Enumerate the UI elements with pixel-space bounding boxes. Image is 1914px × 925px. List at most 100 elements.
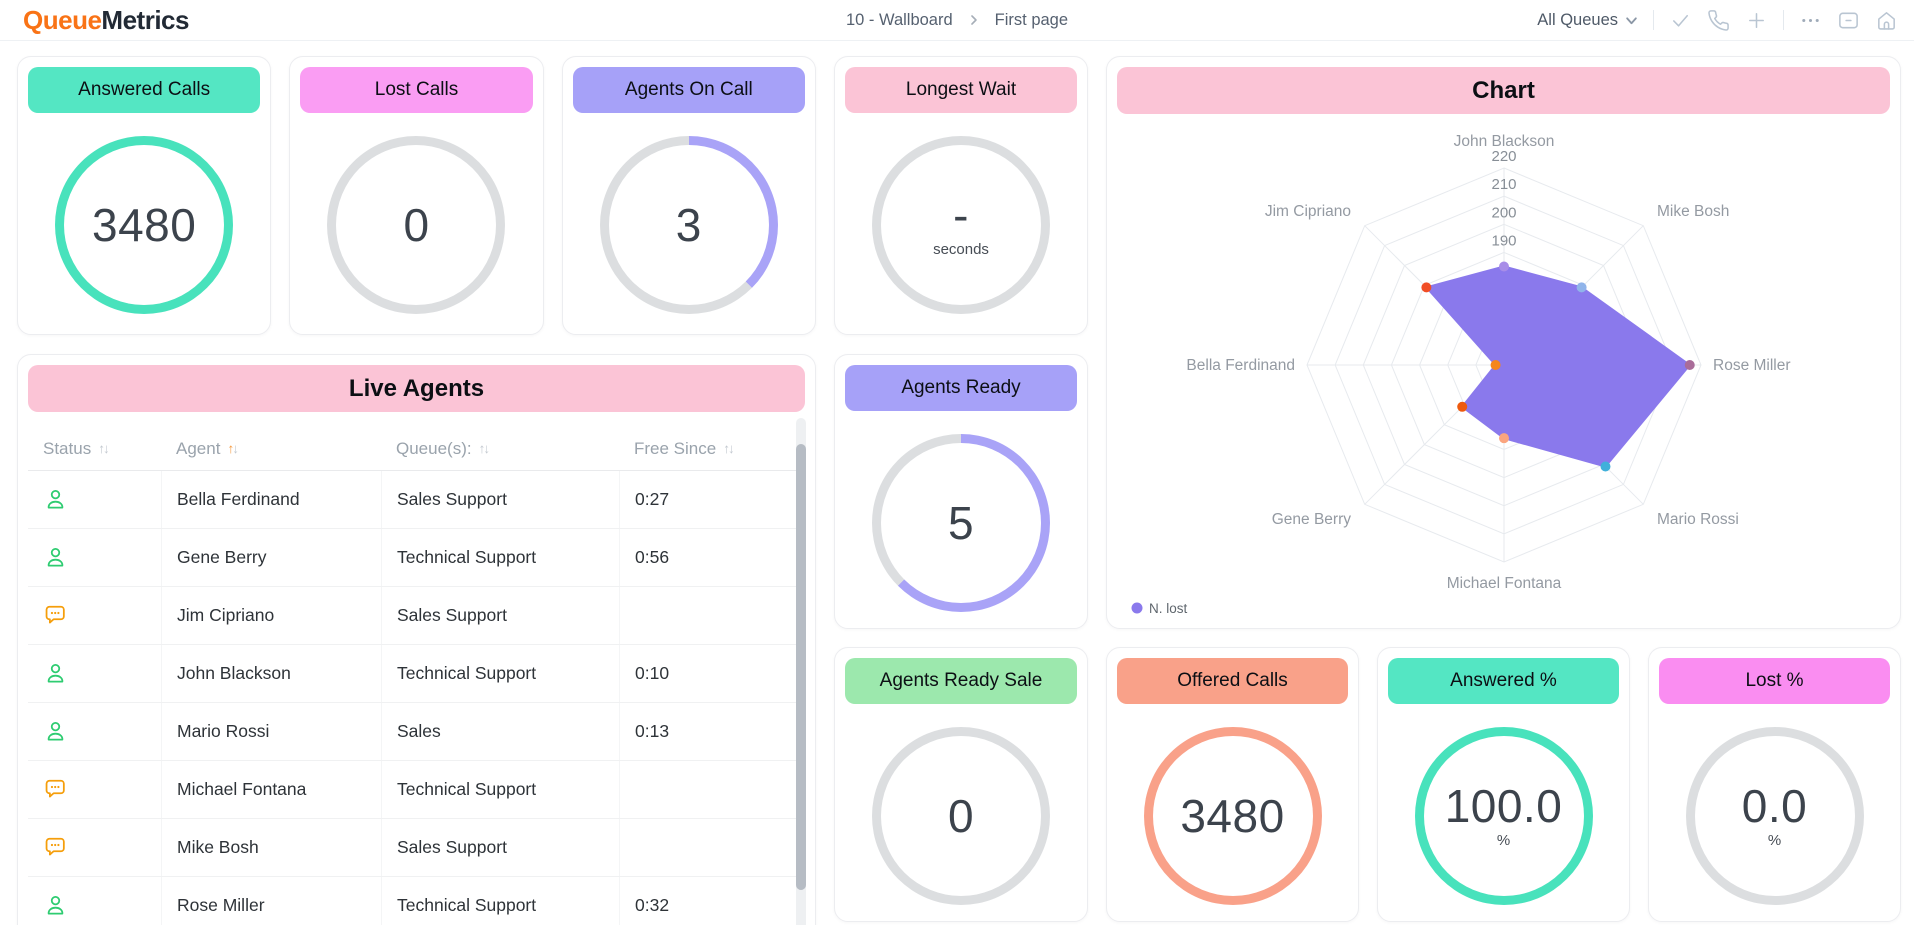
table-scrollbar[interactable] bbox=[796, 418, 806, 925]
agent-available-icon bbox=[47, 489, 64, 509]
agents-ready-sale-gauge: 0 bbox=[872, 727, 1050, 905]
top-stat-row: Answered Calls 3480 Lost Calls 0 Agents On… bbox=[17, 56, 816, 335]
agent-free-since-cell: 0:27 bbox=[619, 471, 805, 528]
home-icon bbox=[1878, 11, 1895, 30]
stat-card-lost-calls: Lost Calls 0 bbox=[289, 56, 544, 335]
agent-available-icon bbox=[47, 721, 64, 741]
sort-arrows-icon[interactable]: ↑↓ bbox=[723, 441, 734, 456]
agent-row: Gene Berry Technical Support 0:56 bbox=[28, 529, 805, 587]
agent-row: Jim Cipriano Sales Support bbox=[28, 587, 805, 645]
gauge-inner bbox=[1152, 736, 1313, 896]
agents-ready-gauge: 5 bbox=[872, 434, 1050, 612]
folder-button[interactable] bbox=[1837, 9, 1860, 32]
gauge-inner bbox=[64, 145, 225, 305]
answered-pct-unit: % bbox=[1496, 832, 1511, 849]
lost-pct-gauge: 0.0% bbox=[1685, 727, 1864, 905]
home-button[interactable] bbox=[1875, 9, 1898, 32]
divider bbox=[1783, 10, 1784, 30]
agent-name-cell: Mike Bosh bbox=[161, 819, 381, 876]
svg-text:200: 200 bbox=[1491, 204, 1516, 221]
radar-axis-labels: John Blackson Mike Bosh Rose Miller Mario R… bbox=[1186, 133, 1790, 592]
logo-part-metrics: Metrics bbox=[101, 4, 189, 35]
breadcrumb-wallboard[interactable]: 10 - Wallboard bbox=[845, 10, 953, 29]
agent-status-cell bbox=[28, 529, 161, 586]
agent-status-cell bbox=[28, 703, 161, 760]
agent-free-since-cell: 0:32 bbox=[619, 877, 805, 925]
agent-free-since-cell: 0:56 bbox=[619, 529, 805, 586]
sort-arrows-icon[interactable]: ↑↓ bbox=[478, 441, 490, 456]
agents-ready-value: 5 bbox=[947, 497, 975, 549]
phone-button[interactable] bbox=[1707, 9, 1730, 32]
more-options-button[interactable] bbox=[1799, 9, 1822, 32]
queuemetrics-logo[interactable]: QueueMetrics bbox=[23, 5, 189, 36]
stat-card-agents-ready: Agents Ready 5 bbox=[834, 354, 1088, 629]
svg-text:Jim Cipriano: Jim Cipriano bbox=[1265, 203, 1351, 220]
svg-text:210: 210 bbox=[1491, 176, 1516, 193]
logo-part-queue: Queue bbox=[23, 4, 102, 35]
sort-arrows-icon[interactable]: ↑↓ bbox=[227, 441, 238, 456]
column-header-status[interactable]: Status ↑↓ bbox=[43, 438, 110, 458]
live-agents-rows: Bella Ferdinand Sales Support 0:27 Gene Be… bbox=[28, 471, 805, 925]
gauge-inner bbox=[1423, 736, 1584, 896]
agent-available-icon bbox=[47, 663, 64, 683]
svg-text:Bella Ferdinand: Bella Ferdinand bbox=[1186, 357, 1295, 374]
agent-name-cell: Jim Cipriano bbox=[161, 587, 381, 644]
agent-chat-icon bbox=[45, 837, 65, 856]
breadcrumb-first-page[interactable]: First page bbox=[994, 10, 1069, 29]
column-header-queue-s[interactable]: Queue(s): ↑↓ bbox=[396, 438, 490, 458]
svg-text:Mario Rossi: Mario Rossi bbox=[1657, 511, 1739, 528]
answered-calls-value: 3480 bbox=[91, 199, 197, 251]
offered-calls-title: Offered Calls bbox=[1117, 658, 1348, 704]
svg-text:Mike Bosh: Mike Bosh bbox=[1657, 203, 1729, 220]
agents-ready-title: Agents Ready bbox=[845, 365, 1077, 411]
agent-name-cell: Bella Ferdinand bbox=[161, 471, 381, 528]
live-agents-title: Live Agents bbox=[28, 365, 805, 412]
agents-on-call-title: Agents On Call bbox=[572, 67, 805, 113]
agent-queue-cell: Technical Support bbox=[381, 529, 619, 586]
gauge-inner bbox=[1694, 736, 1855, 896]
agent-free-since-cell bbox=[619, 587, 805, 644]
queue-selector[interactable]: All Queues bbox=[1537, 11, 1638, 30]
agent-free-since-cell: 0:13 bbox=[619, 703, 805, 760]
agent-available-icon bbox=[47, 547, 64, 567]
phone-icon bbox=[1708, 9, 1729, 31]
stat-card-lost-pct: Lost % 0.0% bbox=[1648, 647, 1901, 922]
wallboard-grid: Answered Calls 3480 Lost Calls 0 Agents On… bbox=[0, 41, 1914, 925]
agent-row: Mario Rossi Sales 0:13 bbox=[28, 703, 805, 761]
scrollbar-thumb[interactable] bbox=[796, 444, 806, 890]
agent-status-cell bbox=[28, 877, 161, 925]
agent-status-cell bbox=[28, 471, 161, 528]
svg-text:Gene Berry: Gene Berry bbox=[1272, 511, 1352, 528]
lost-calls-title: Lost Calls bbox=[300, 67, 533, 113]
stat-card-offered-calls: Offered Calls 3480 bbox=[1106, 647, 1359, 922]
stat-card-answered-pct: Answered % 100.0% bbox=[1377, 647, 1630, 922]
svg-text:John Blackson: John Blackson bbox=[1454, 133, 1555, 150]
agents-on-call-value: 3 bbox=[675, 199, 702, 251]
add-button[interactable] bbox=[1745, 9, 1768, 32]
column-header-agent[interactable]: Agent ↑↓ bbox=[176, 438, 239, 458]
answered-pct-title: Answered % bbox=[1388, 658, 1619, 704]
left-column: Answered Calls 3480 Lost Calls 0 Agents On… bbox=[17, 56, 816, 925]
agent-name-cell: Gene Berry bbox=[161, 529, 381, 586]
lost-calls-gauge: 0 bbox=[327, 136, 506, 314]
column-header-free-since[interactable]: Free Since ↑↓ bbox=[634, 438, 735, 458]
agent-status-cell bbox=[28, 587, 161, 644]
svg-text:Rose Miller: Rose Miller bbox=[1713, 357, 1791, 374]
folder-minus-icon bbox=[1839, 12, 1858, 28]
answered-pct-value: 100.0 bbox=[1444, 780, 1563, 832]
radar-tick-labels: 190 200 210 220 bbox=[1491, 148, 1516, 249]
agent-chat-icon bbox=[45, 605, 65, 624]
sort-arrows-icon[interactable]: ↑↓ bbox=[98, 441, 109, 456]
agent-row: Rose Miller Technical Support 0:32 bbox=[28, 877, 805, 925]
check-button[interactable] bbox=[1669, 9, 1692, 32]
chevron-down-icon bbox=[1626, 16, 1637, 24]
agent-queue-cell: Sales Support bbox=[381, 587, 619, 644]
longest-wait-unit: seconds bbox=[933, 241, 989, 258]
longest-wait-title: Longest Wait bbox=[845, 67, 1077, 113]
agent-free-since-cell bbox=[619, 819, 805, 876]
agent-queue-cell: Sales Support bbox=[381, 471, 619, 528]
agents-ready-sale-value: 0 bbox=[947, 790, 975, 842]
bottom-stat-row: Offered Calls 3480 Answered % 100.0% Lost … bbox=[1106, 647, 1901, 922]
offered-calls-value: 3480 bbox=[1180, 790, 1285, 842]
